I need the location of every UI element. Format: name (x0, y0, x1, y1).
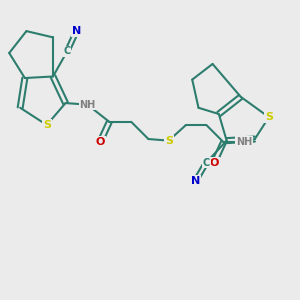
Text: C: C (203, 158, 210, 167)
Text: N: N (191, 176, 200, 186)
Text: N: N (72, 26, 81, 36)
Text: S: S (265, 112, 273, 122)
Text: O: O (95, 137, 105, 147)
Text: NH: NH (236, 137, 252, 147)
Text: S: S (165, 136, 173, 146)
Text: NH: NH (79, 100, 96, 110)
Text: S: S (43, 120, 51, 130)
Text: C: C (64, 46, 71, 56)
Text: O: O (209, 158, 219, 167)
